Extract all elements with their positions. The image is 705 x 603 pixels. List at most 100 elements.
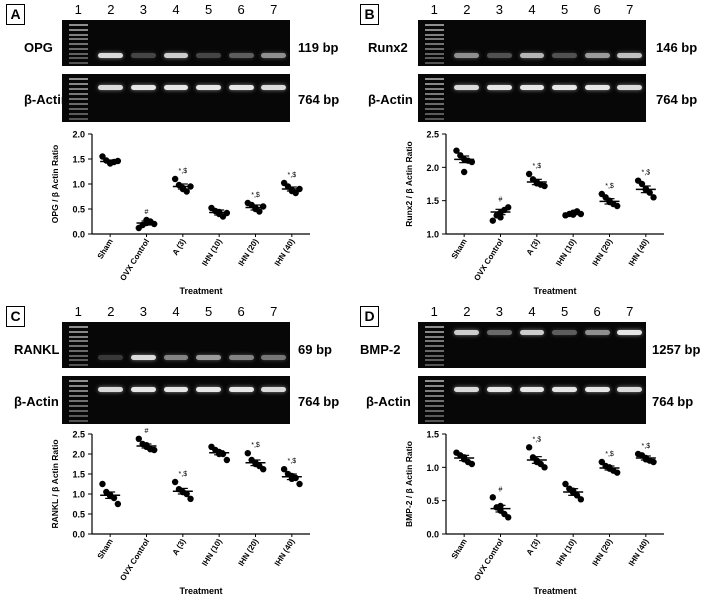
lane-number: 6 — [593, 304, 601, 319]
data-point — [650, 194, 657, 201]
significance-mark: *,$ — [533, 163, 542, 170]
gel-actin — [62, 74, 290, 122]
data-point — [99, 153, 106, 160]
y-tick-label: 1.0 — [426, 463, 439, 473]
ladder-band — [424, 83, 445, 85]
gene-label: BMP-2 — [360, 342, 401, 357]
lane-number: 6 — [237, 2, 245, 17]
data-point — [505, 514, 512, 521]
significance-mark: *,$ — [251, 442, 260, 449]
ladder-band — [68, 330, 89, 333]
data-point — [497, 214, 504, 221]
significance-mark: *,$ — [642, 443, 651, 450]
actin-band — [487, 84, 512, 90]
y-tick-label: 0.5 — [426, 496, 439, 506]
ladder-band — [68, 345, 89, 347]
gene-label: Runx2 — [368, 40, 408, 55]
gene-label: RANKL — [14, 342, 60, 357]
x-tick-label: A (3) — [525, 237, 542, 257]
gene-band — [131, 355, 156, 361]
ladder-band — [68, 83, 89, 85]
ladder-band — [68, 98, 89, 100]
ladder-band — [68, 410, 89, 412]
data-point — [223, 456, 231, 464]
lane-number: 7 — [270, 2, 278, 17]
gene-band — [552, 330, 577, 336]
ladder-band — [68, 57, 89, 60]
y-tick-label: 2.0 — [72, 450, 85, 460]
data-point — [99, 480, 106, 488]
ladder-band — [424, 28, 445, 31]
lane-number: 5 — [560, 2, 569, 17]
ladder-band — [68, 47, 89, 50]
actin-band — [131, 386, 156, 392]
ladder-band — [424, 364, 445, 366]
significance-mark: *,$ — [642, 170, 651, 177]
significance-mark: *,$ — [251, 192, 260, 199]
gel-actin — [418, 74, 646, 122]
data-point — [260, 466, 267, 473]
gene-band — [196, 53, 221, 59]
ladder-band — [424, 395, 445, 397]
ladder-band — [424, 98, 445, 100]
lane-number: 4 — [172, 304, 180, 319]
significance-mark: *,$ — [288, 172, 297, 179]
y-tick-label: 1.5 — [426, 430, 439, 440]
actin-band — [552, 84, 577, 90]
panel-letter: A — [6, 4, 25, 25]
data-point — [151, 446, 158, 454]
actin-bp-label: 764 bp — [298, 394, 340, 409]
lane-number: 3 — [495, 304, 504, 319]
ladder-band — [68, 43, 89, 45]
lane-number: 5 — [204, 304, 213, 319]
data-point — [614, 202, 621, 210]
gene-band — [454, 53, 480, 59]
ladder-band — [424, 52, 445, 55]
ladder-band — [424, 62, 445, 64]
ladder-band — [68, 108, 89, 110]
gel-actin — [62, 376, 290, 424]
gel-actin — [418, 376, 646, 424]
ladder-band — [68, 349, 89, 352]
x-tick-label: IHN (40) — [273, 537, 297, 568]
ladder-band — [424, 93, 445, 95]
y-tick-label: 1.0 — [72, 490, 85, 500]
panel-letter: D — [360, 306, 379, 327]
actin-band — [98, 386, 124, 392]
gene-band — [131, 53, 156, 59]
lane-number: 3 — [495, 2, 504, 17]
gel-gene — [62, 20, 290, 66]
gel-gene — [62, 322, 290, 368]
lane-number: 5 — [560, 304, 569, 319]
data-point — [489, 217, 496, 224]
y-tick-label: 2.0 — [426, 163, 439, 173]
actin-bp-label: 764 bp — [652, 394, 694, 409]
actin-band — [228, 84, 254, 90]
gene-band — [584, 330, 610, 336]
actin-band — [131, 84, 156, 90]
gene-band — [261, 355, 287, 361]
data-point — [244, 450, 251, 457]
data-point — [541, 464, 548, 471]
actin-band — [584, 84, 610, 90]
y-tick-label: 2.5 — [72, 430, 85, 440]
x-tick-label: OVX Control — [472, 537, 505, 582]
y-tick-label: 1.0 — [72, 180, 85, 190]
lane-number: 2 — [107, 2, 115, 17]
gene-band — [98, 355, 124, 361]
x-tick-label: IHN (20) — [591, 537, 615, 568]
gene-bp-label: 146 bp — [656, 40, 698, 55]
data-point — [171, 478, 179, 486]
significance-mark: *,$ — [605, 183, 614, 190]
ladder-band — [68, 38, 89, 41]
gene-band — [98, 53, 124, 59]
gene-bp-label: 1257 bp — [652, 342, 701, 357]
data-point — [650, 458, 657, 466]
actin-band — [584, 386, 610, 392]
x-tick-label: OVX Control — [472, 237, 505, 282]
data-point — [151, 220, 158, 228]
actin-band — [519, 84, 545, 90]
ladder-band — [424, 340, 445, 343]
actin-band — [98, 84, 124, 90]
ladder-band — [68, 385, 89, 387]
